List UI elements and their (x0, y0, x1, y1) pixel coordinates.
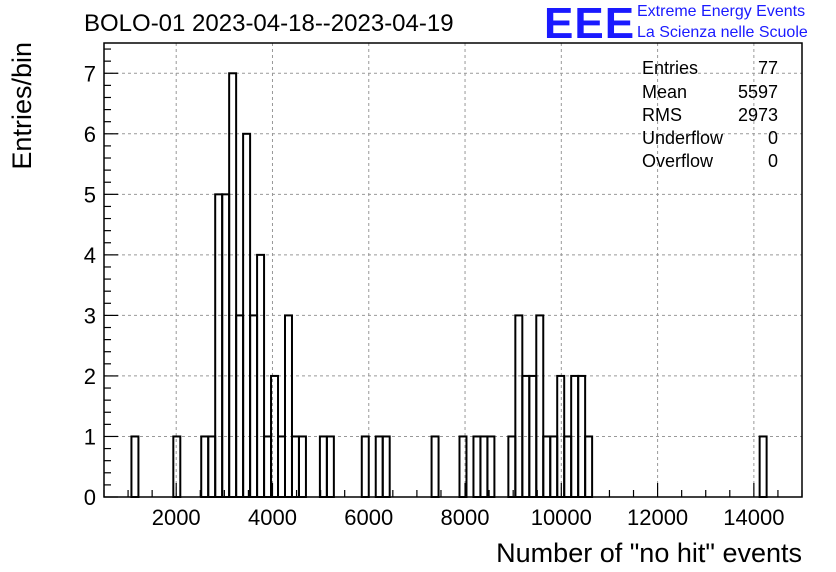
histogram-bin (200, 435, 210, 499)
x-tick-label: 4000 (248, 505, 297, 530)
x-axis-label: Number of "no hit" events (496, 538, 802, 568)
logo-line-1: Extreme Energy Events (637, 3, 806, 20)
eee-logo-mark: EEE (544, 0, 636, 48)
histogram-bin (290, 435, 300, 499)
histogram-bin (263, 435, 273, 499)
stat-label: Mean (642, 82, 688, 102)
stat-value: 77 (757, 58, 778, 78)
logo-line-2: La Scienza nelle Scuole (637, 24, 808, 41)
histogram-bin (479, 435, 489, 499)
y-axis-label: Entries/bin (7, 42, 37, 170)
histogram-bin (542, 435, 552, 499)
histogram-bin (758, 435, 768, 499)
stat-label: Overflow (642, 151, 714, 171)
y-tick-label: 6 (84, 122, 96, 147)
histogram-bin (297, 435, 307, 499)
x-tick-label: 6000 (344, 505, 393, 530)
x-axis-ticks: 2000 4000 6000 8000 10000 12000 14000 (103, 483, 803, 530)
histogram-bin (535, 314, 545, 498)
histogram-bin (221, 193, 231, 498)
histogram-bin (374, 435, 384, 499)
histogram-bin (514, 314, 524, 498)
histogram-bin (472, 435, 482, 499)
x-tick-label: 2000 (152, 505, 201, 530)
y-tick-label: 5 (84, 182, 96, 207)
histogram-bin (235, 314, 245, 498)
x-tick-label: 12000 (627, 505, 688, 530)
histogram-bin (381, 435, 391, 499)
y-tick-label: 3 (84, 303, 96, 328)
histogram-bin (318, 435, 328, 499)
stat-value: 0 (767, 151, 778, 171)
y-tick-label: 7 (84, 61, 96, 86)
histogram-bin (130, 435, 140, 499)
histogram-bin (430, 435, 440, 499)
chart-title: BOLO-01 2023-04-18--2023-04-19 (84, 10, 454, 37)
y-axis-ticks: 0 1 2 3 4 5 6 7 (84, 48, 118, 510)
histogram-bin (172, 435, 182, 499)
y-tick-label: 0 (84, 485, 96, 510)
y-tick-label: 1 (84, 424, 96, 449)
x-tick-label: 8000 (441, 505, 490, 530)
stat-label: Entries (642, 58, 699, 78)
histogram-bin (228, 72, 238, 499)
x-tick-label: 14000 (723, 505, 784, 530)
histogram-bin (549, 435, 559, 499)
plot-frame (103, 42, 803, 498)
histogram-bin (584, 435, 594, 499)
stat-label: RMS (642, 105, 682, 125)
histogram-bin (325, 435, 335, 499)
histogram-bin (214, 193, 224, 498)
histogram-bin (486, 435, 496, 499)
grid-lines (104, 43, 802, 497)
histogram-bin (249, 314, 259, 498)
stat-label: Underflow (642, 128, 724, 148)
histogram-bin (283, 314, 293, 498)
histogram-bin (207, 435, 217, 499)
histogram-bin (360, 435, 370, 499)
y-tick-label: 2 (84, 364, 96, 389)
x-tick-label: 10000 (531, 505, 592, 530)
stat-value: 5597 (737, 82, 778, 102)
histogram-bin (277, 435, 286, 499)
stat-value: 2973 (737, 105, 778, 125)
histogram-bin (507, 435, 517, 499)
y-tick-label: 4 (84, 243, 96, 268)
histogram-bin (563, 435, 573, 499)
stat-value: 0 (767, 128, 778, 148)
